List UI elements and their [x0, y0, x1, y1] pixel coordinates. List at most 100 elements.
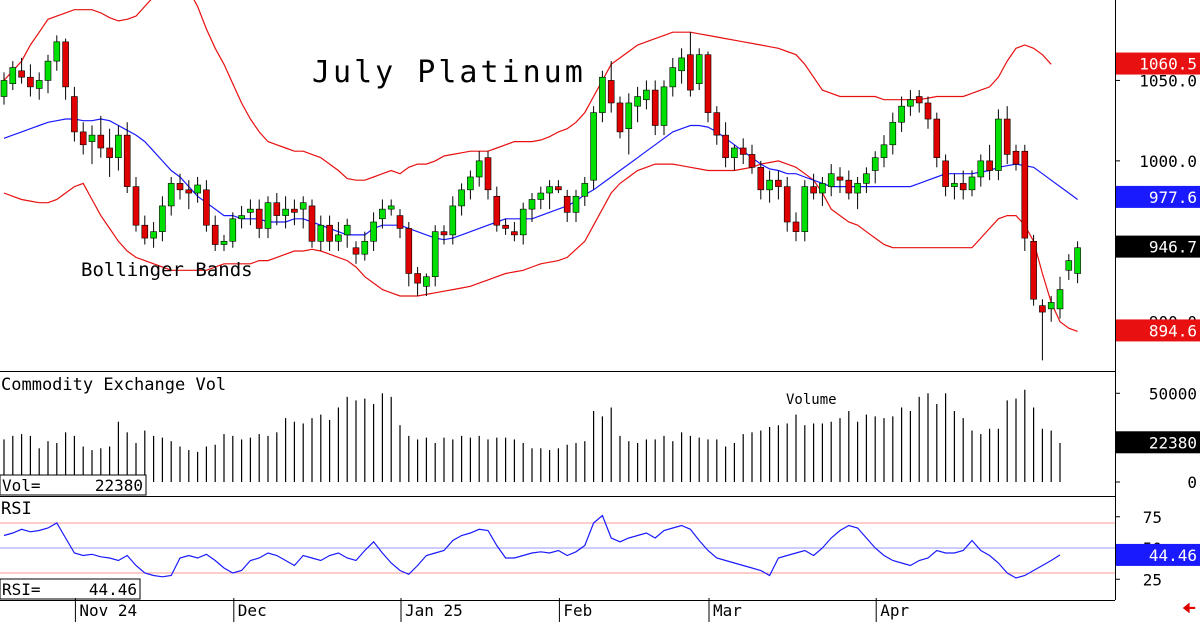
candle — [88, 125, 96, 165]
candle — [141, 215, 149, 245]
candle-body — [79, 131, 87, 146]
candle — [53, 35, 61, 71]
candle — [431, 225, 439, 287]
candle-body — [810, 186, 817, 194]
candle-body — [1003, 118, 1011, 155]
candle-body — [335, 234, 342, 242]
candle — [845, 170, 853, 200]
candle-body — [581, 183, 589, 197]
candle-body — [176, 183, 184, 191]
candle — [643, 80, 650, 110]
candle — [678, 48, 685, 84]
rsi-panel-title: RSI — [1, 499, 32, 519]
candle-body — [898, 105, 905, 123]
candle — [238, 205, 245, 229]
candle — [62, 38, 69, 100]
candle — [1039, 299, 1046, 361]
candle-body — [924, 102, 932, 120]
lower-band-line — [3, 160, 1078, 332]
candle-body — [836, 176, 844, 181]
candle-body — [1056, 289, 1064, 310]
date-label: Apr — [880, 601, 909, 620]
candle-body — [731, 147, 738, 158]
candle — [810, 173, 817, 200]
candle — [959, 170, 967, 200]
candle — [599, 70, 606, 123]
rsi-readout-box — [0, 578, 141, 600]
candle — [933, 112, 941, 168]
candle — [282, 196, 289, 229]
candle — [528, 193, 536, 222]
candle — [827, 164, 835, 197]
back-arrow-icon[interactable]: 🠈 — [1182, 599, 1196, 617]
candle-body — [44, 60, 52, 81]
upper-band-line — [3, 0, 1052, 181]
candle — [880, 135, 888, 168]
candle — [889, 112, 897, 155]
candle — [986, 144, 993, 181]
candle-body — [519, 208, 527, 236]
candle — [1065, 254, 1073, 280]
upper-bollinger-band — [3, 0, 1052, 181]
candle — [634, 86, 641, 123]
candle-body — [150, 231, 157, 239]
candle — [106, 128, 113, 177]
candle-body — [326, 224, 333, 242]
candle — [757, 160, 765, 200]
candle — [326, 215, 333, 251]
candle — [739, 138, 747, 165]
candle — [616, 96, 624, 139]
candle-body — [97, 134, 105, 149]
candle-body — [343, 224, 351, 236]
candle — [563, 189, 571, 222]
candle-body — [238, 215, 245, 220]
candle-body — [563, 195, 571, 213]
price-tag-label: 1060.5 — [1139, 55, 1197, 74]
volume-tick-label: 50000 — [1149, 384, 1197, 403]
rsi-tick-label: 75 — [1143, 508, 1162, 527]
price-tag-label: 977.6 — [1149, 188, 1197, 207]
date-label: Dec — [238, 601, 267, 620]
middle-bollinger-band — [3, 118, 1078, 241]
date-label: Jan 25 — [405, 601, 463, 620]
candle — [44, 54, 52, 94]
candle — [123, 122, 131, 194]
candle-body — [722, 134, 729, 158]
candle — [713, 106, 721, 145]
candle-body — [299, 202, 307, 210]
candle — [1012, 144, 1020, 171]
lower-bollinger-band — [3, 160, 1078, 332]
volume-readout-value: 22380 — [95, 476, 143, 495]
candle-body — [106, 147, 113, 158]
candle-body — [933, 118, 941, 158]
candle — [414, 267, 421, 296]
candle-body — [352, 247, 360, 255]
candle-body — [185, 189, 193, 194]
candle-body — [1039, 305, 1046, 313]
candle-body — [247, 208, 254, 213]
candle — [458, 183, 465, 216]
candle — [863, 167, 870, 194]
candle-body — [951, 183, 958, 187]
candle — [951, 173, 958, 200]
candle-body — [132, 186, 140, 226]
candle-body — [467, 176, 474, 191]
candle — [625, 93, 633, 155]
volume-readout-label: Vol= — [2, 476, 41, 495]
candle — [766, 170, 773, 203]
bollinger-bands-annotation: Bollinger Bands — [81, 259, 253, 281]
candle — [775, 170, 782, 200]
candle — [291, 199, 298, 226]
candle — [748, 144, 756, 174]
candle-body — [775, 179, 782, 187]
price-tag-label: 894.6 — [1149, 321, 1197, 340]
candle-body — [220, 241, 228, 245]
candle-body — [9, 67, 17, 84]
candle — [871, 151, 879, 184]
candle-body — [511, 231, 518, 236]
candle — [924, 96, 932, 129]
volume-tag: 22380 — [1116, 431, 1200, 454]
candle — [387, 199, 395, 216]
chart-title: July Platinum — [312, 55, 586, 90]
candle-body — [634, 96, 641, 107]
